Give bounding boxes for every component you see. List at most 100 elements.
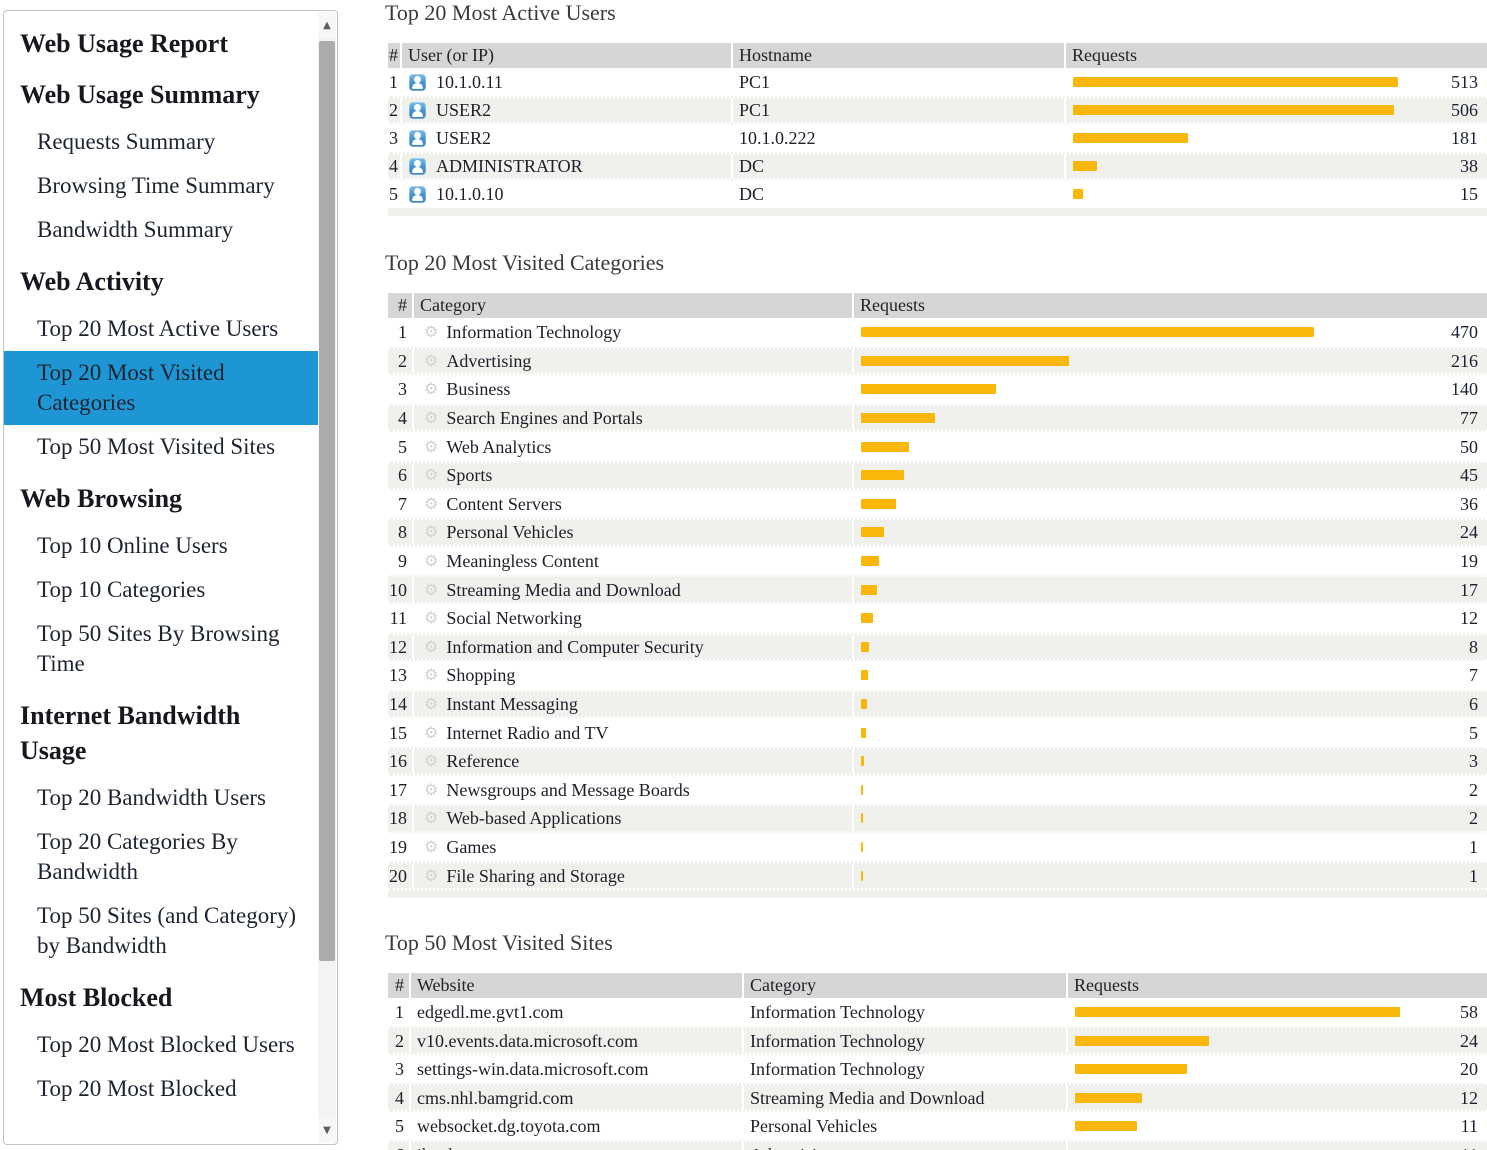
sidebar-item[interactable]: Top 10 Online Users (37, 533, 228, 558)
requests-bar (861, 556, 879, 567)
gear-icon: ⚙ (424, 493, 439, 513)
requests-cell: 513 (1064, 68, 1487, 96)
category-cell: Search Engines and Portals (446, 408, 643, 429)
table-row: 4 ⚙ Search Engines and Portals 77 (388, 403, 1487, 433)
sidebar-item[interactable]: Top 50 Sites By Browsing Time (37, 621, 280, 676)
sidebar-item[interactable]: Top 50 Sites (and Category) by Bandwidth (37, 903, 297, 958)
column-header: Hostname (731, 43, 1064, 68)
category-cell: Instant Messaging (446, 694, 578, 715)
requests-cell: 470 (852, 318, 1487, 347)
category-cell: Streaming Media and Download (750, 1087, 985, 1108)
requests-value: 58 (1460, 1002, 1478, 1023)
sidebar-item[interactable]: Bandwidth Summary (37, 217, 234, 242)
visited-categories-section: Top 20 Most Visited Categories # Category… (385, 250, 1487, 898)
column-header: Category (412, 293, 852, 318)
sidebar-item[interactable]: Top 10 Categories (37, 577, 206, 602)
category-cell: Content Servers (446, 493, 562, 514)
column-header: User (or IP) (400, 43, 731, 68)
sidebar-section: Web Activity (20, 267, 164, 296)
category-cell: Sports (446, 465, 493, 486)
rank-cell: 11 (389, 608, 407, 629)
sidebar-item[interactable]: Requests Summary (37, 129, 216, 154)
sidebar-scrollbar[interactable]: ▲ ▼ (318, 12, 336, 1143)
requests-bar (861, 756, 864, 767)
rank-cell: 5 (395, 1116, 404, 1137)
rank-cell: 6 (398, 465, 407, 486)
requests-bar (861, 641, 869, 652)
requests-value: 12 (1460, 608, 1478, 629)
requests-cell: 2 (852, 806, 1487, 831)
user-icon (409, 73, 426, 91)
scroll-down-button[interactable]: ▼ (318, 1117, 336, 1143)
rank-cell: 8 (398, 522, 407, 543)
requests-value: 50 (1460, 436, 1478, 457)
scroll-up-button[interactable]: ▲ (318, 12, 336, 38)
requests-value: 38 (1460, 156, 1478, 176)
requests-value: 3 (1469, 751, 1478, 772)
requests-value: 1 (1469, 836, 1478, 857)
requests-bar (861, 470, 904, 481)
sidebar-item[interactable]: Top 20 Categories By Bandwidth (37, 829, 238, 884)
sidebar-item[interactable]: Top 20 Most Blocked Users (37, 1032, 295, 1057)
table-footer-strip (388, 208, 1487, 216)
requests-value: 11 (1460, 1116, 1478, 1137)
sidebar-section: Web Browsing (20, 484, 183, 513)
table-row: 10 ⚙ Streaming Media and Download 17 (388, 575, 1487, 604)
website-cell: ib.adnxs.com (417, 1142, 513, 1150)
column-header: Website (409, 972, 742, 998)
gear-icon: ⚙ (424, 436, 439, 456)
requests-bar (861, 441, 909, 452)
requests-cell: 45 (852, 462, 1487, 488)
table-row: 14 ⚙ Instant Messaging 6 (388, 689, 1487, 719)
requests-bar (861, 670, 868, 681)
requests-bar (861, 384, 996, 395)
rank-cell: 3 (389, 128, 398, 148)
category-cell: Social Networking (446, 608, 582, 629)
table-row: 18 ⚙ Web-based Applications 2 (388, 804, 1487, 833)
rank-cell: 1 (398, 322, 407, 343)
table-row: 5 websocket.dg.toyota.com Personal Vehicle… (388, 1111, 1487, 1141)
table-row: 7 ⚙ Content Servers 36 (388, 489, 1487, 519)
requests-value: 181 (1451, 128, 1478, 148)
table-row: 2 v10.events.data.microsoft.com Informatio… (388, 1026, 1487, 1055)
column-header: # (395, 974, 404, 995)
table-row: 4 cms.nhl.bamgrid.com Streaming Media and … (388, 1083, 1487, 1112)
rank-cell: 12 (389, 636, 407, 657)
rank-cell: 13 (389, 665, 407, 686)
category-cell: Business (446, 379, 511, 400)
gear-icon: ⚙ (424, 322, 439, 342)
rank-cell: 16 (389, 751, 407, 772)
sidebar-item[interactable]: Top 20 Most Visited Categories (4, 351, 318, 425)
gear-icon: ⚙ (424, 608, 439, 628)
requests-bar (1073, 105, 1394, 115)
rank-cell: 5 (389, 184, 398, 204)
category-cell: Personal Vehicles (446, 522, 574, 543)
rank-cell: 5 (398, 436, 407, 457)
table-row: 4 ADMINISTRATOR DC 38 (388, 152, 1487, 180)
gear-icon: ⚙ (424, 751, 439, 771)
requests-bar (1073, 77, 1398, 87)
rank-cell: 20 (389, 865, 407, 886)
requests-value: 19 (1460, 551, 1478, 572)
table-row: 5 10.1.0.10 DC 15 (388, 180, 1487, 208)
rank-cell: 2 (389, 100, 398, 120)
category-cell: Information Technology (750, 1030, 925, 1051)
scrollbar-thumb[interactable] (319, 41, 335, 961)
sidebar-item[interactable]: Browsing Time Summary (37, 173, 275, 198)
requests-cell: 19 (852, 546, 1487, 576)
up-arrow-icon: ▲ (323, 19, 331, 31)
sidebar-item[interactable]: Top 20 Most Active Users (37, 316, 279, 341)
sidebar-item[interactable]: Top 20 Most Blocked (37, 1076, 237, 1101)
requests-value: 17 (1460, 579, 1478, 600)
requests-bar (1075, 1007, 1400, 1018)
rank-cell: 1 (389, 72, 398, 92)
requests-bar (861, 699, 867, 710)
sidebar-item[interactable]: Top 50 Most Visited Sites (37, 434, 276, 459)
category-cell: Internet Radio and TV (446, 722, 609, 743)
table-row: 17 ⚙ Newsgroups and Message Boards 2 (388, 775, 1487, 805)
sidebar-item[interactable]: Top 20 Bandwidth Users (37, 785, 267, 810)
rank-cell: 1 (395, 1002, 404, 1023)
table-row: 11 ⚙ Social Networking 12 (388, 603, 1487, 633)
user-cell: 10.1.0.11 (436, 72, 503, 92)
gear-icon: ⚙ (424, 408, 439, 428)
